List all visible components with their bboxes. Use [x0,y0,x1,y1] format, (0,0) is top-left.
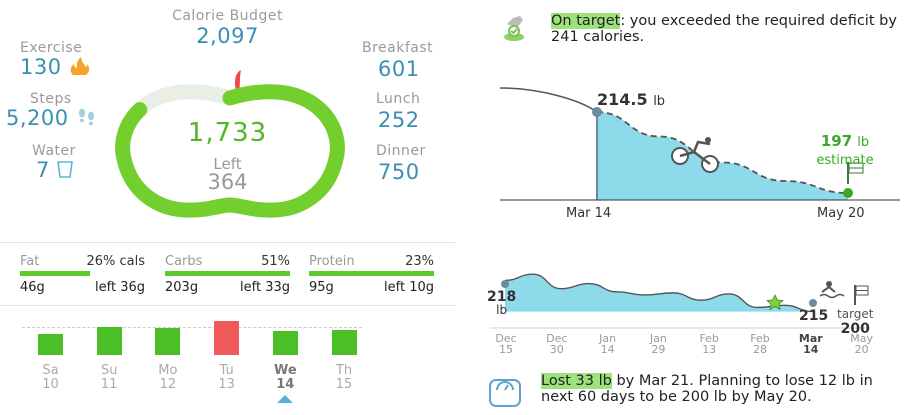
divider [0,305,455,306]
target-text: : you exceeded the required deficit by 2… [551,13,897,45]
left-value: 364 [207,170,248,194]
water-value: 7 [36,158,73,182]
divider [0,242,455,243]
x-tick-label: Jan 29 [649,332,667,356]
x-tick-end: May 20 [817,206,865,221]
glass-icon [57,161,73,178]
day-label[interactable]: Su 11 [89,364,129,392]
history-area [505,274,813,312]
day-date: 12 [159,377,177,392]
loss-highlight: Lost 33 lb [541,373,612,389]
bathroom-scale-icon [489,379,521,407]
day-name: Tu [219,363,234,378]
day-bar[interactable] [38,333,63,355]
x-tick-label: Dec 30 [546,332,568,356]
left-label: Left [213,155,242,173]
day-label[interactable]: Th 15 [324,364,364,392]
finish-flag-icon [854,285,869,305]
target-highlight: On target [551,13,621,29]
day-name: We [273,363,297,378]
estimate-label: 197 lb estimate [816,132,874,168]
forecast-area [597,112,848,200]
exercise-value: 130 [20,55,91,79]
bicycle-icon [671,137,719,173]
day-date: 10 [42,377,59,392]
finish-flag-icon [847,162,864,184]
start-point [501,280,509,288]
carbs-bar [165,271,290,276]
consumed-value: 1,733 [187,118,268,148]
day-bar[interactable] [214,321,240,355]
milestone-star-icon [766,294,784,311]
x-tick-label: Dec 15 [495,332,517,356]
flame-icon [70,57,89,75]
day-name: Su [100,363,118,378]
footsteps-icon [78,108,94,126]
steps-label: Steps [30,91,72,107]
budget-line [22,327,362,328]
dinner-value: 750 [378,160,420,184]
end-point [843,188,853,198]
fat-bar [20,271,90,276]
history-line [504,273,814,313]
budget-label: Calorie Budget [172,8,283,24]
macro-carbs[interactable]: Carbs 51% 203g left 33g [165,254,290,295]
start-weight-label: 214.5 lb [597,90,666,109]
macro-protein[interactable]: Protein 23% 95g left 10g [309,254,434,295]
day-bar[interactable] [155,328,181,355]
x-tick-label: Jan 14 [599,332,617,356]
day-date: 15 [335,377,353,392]
target-weight-label: target 200 [837,307,874,337]
breakfast-label: Breakfast [362,40,434,56]
day-label[interactable]: Tu 13 [207,364,247,392]
current-point [809,299,817,307]
x-tick-label: May 20 [850,332,873,356]
scale-check-icon [504,16,524,41]
budget-value: 2,097 [196,24,259,48]
day-date: 14 [276,377,295,392]
exercise-label: Exercise [20,40,83,56]
apple-progress-ring [115,70,345,218]
start-point [592,107,602,117]
apple-progress-arc [115,84,345,218]
day-name: Th [335,363,353,378]
day-bar[interactable] [96,327,122,355]
x-tick-label: Feb 13 [699,332,719,356]
day-name: Sa [42,363,59,378]
day-label[interactable]: Sa 10 [31,364,71,392]
x-tick-label: Feb 28 [750,332,770,356]
protein-bar [309,271,434,276]
day-date: 13 [218,377,235,392]
lunch-label: Lunch [376,91,421,107]
lunch-value: 252 [378,108,420,132]
breakfast-value: 601 [378,57,420,81]
day-name: Mo [158,363,178,378]
x-tick-start: Mar 14 [566,206,612,221]
steps-value: 5,200 [6,106,98,130]
day-label[interactable]: We 14 [265,364,305,392]
forecast-line [596,111,849,194]
macro-fat[interactable]: Fat 26% cals 46g left 36g [20,254,145,295]
x-tick-label: Mar 14 [798,332,823,356]
day-bar[interactable] [272,330,298,355]
history-line [500,87,598,113]
current-weight-label: 215 [799,308,829,324]
day-bar[interactable] [331,329,357,355]
day-label[interactable]: Mo 12 [148,364,188,392]
selected-day-indicator-icon [277,395,294,403]
water-label: Water [32,143,76,159]
loss-text: by Mar 21. Planning to lose 12 lb in nex… [541,373,873,405]
day-date: 11 [100,377,118,392]
start-weight-label: 218 lb [487,289,517,317]
dinner-label: Dinner [376,143,426,159]
swimmer-icon [819,281,845,299]
